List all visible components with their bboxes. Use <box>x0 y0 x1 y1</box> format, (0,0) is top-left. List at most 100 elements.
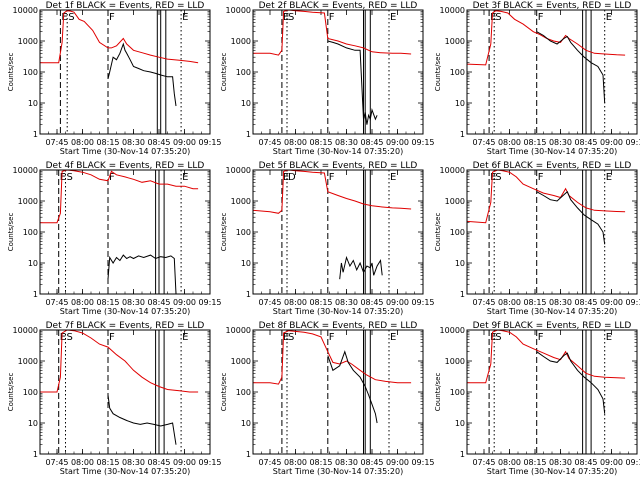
y-tick-label: 1 <box>246 290 251 299</box>
x-tick-label: 09:00 <box>600 298 623 307</box>
event-marker-label: F <box>109 332 115 343</box>
event-marker-label: E <box>606 172 612 183</box>
x-tick-label: 07:45 <box>258 138 281 147</box>
x-tick-label: 09:00 <box>173 458 196 467</box>
detector-panel-5: Det 5f BLACK = Events, RED = LLD Counts/s… <box>220 161 435 316</box>
x-tick-label: 08:30 <box>335 298 358 307</box>
plot-frame <box>252 329 424 455</box>
panel-title: Det 2f BLACK = Events, RED = LLD <box>259 1 418 11</box>
y-tick-label: 1000 <box>18 357 38 366</box>
x-tick-label: 08:30 <box>335 458 358 467</box>
y-tick-label: 100 <box>23 228 38 237</box>
y-tick-label: 10 <box>241 419 251 428</box>
y-tick-label: 1000 <box>231 357 251 366</box>
plot-frame <box>39 169 211 295</box>
x-axis-label: Start Time (30-Nov-14 07:35:20) <box>273 147 403 156</box>
y-tick-label: 10000 <box>440 6 465 15</box>
x-tick-label: 09:15 <box>625 138 640 147</box>
y-axis-label: Counts/sec <box>7 373 15 412</box>
detector-panel-9: Det 9f BLACK = Events, RED = LLD Counts/s… <box>434 321 640 476</box>
plot-frame <box>252 9 424 135</box>
detector-panel-6: Det 6f BLACK = Events, RED = LLD Counts/s… <box>434 161 640 316</box>
y-tick-label: 1000 <box>231 37 251 46</box>
y-tick-label: 100 <box>450 228 465 237</box>
x-tick-label: 08:30 <box>549 138 572 147</box>
y-tick-label: 10 <box>28 99 38 108</box>
y-tick-label: 10000 <box>440 166 465 175</box>
event-marker-label: E <box>61 12 67 23</box>
event-marker-label: F <box>329 172 335 183</box>
event-marker-label: F <box>538 332 544 343</box>
detector-panel-1: Det 1f BLACK = Events, RED = LLD Counts/s… <box>7 1 222 156</box>
x-tick-label: 08:45 <box>574 138 597 147</box>
detector-panel-8: Det 8f BLACK = Events, RED = LLD Counts/s… <box>220 321 435 476</box>
event-marker-label: E <box>60 172 66 183</box>
y-tick-label: 1000 <box>231 197 251 206</box>
y-tick-label: 1000 <box>445 357 465 366</box>
event-marker-label: E <box>182 332 188 343</box>
event-marker-label: E <box>283 332 289 343</box>
series-events-line <box>107 42 177 107</box>
y-axis-label: Counts/sec <box>434 373 442 412</box>
y-axis-label: Counts/sec <box>220 213 228 252</box>
series-lld-line <box>467 170 626 224</box>
x-tick-label: 08:15 <box>523 138 546 147</box>
x-tick-label: 08:45 <box>574 458 597 467</box>
y-axis-label: Counts/sec <box>7 53 15 92</box>
x-tick-label: 08:15 <box>523 298 546 307</box>
series-lld-line <box>467 330 626 384</box>
y-tick-label: 10 <box>241 99 251 108</box>
y-tick-label: 1 <box>246 450 251 459</box>
y-tick-label: 1000 <box>18 197 38 206</box>
x-tick-label: 09:00 <box>386 138 409 147</box>
series-lld-line <box>253 10 412 56</box>
x-tick-label: 07:45 <box>472 138 495 147</box>
series-lld-line <box>40 10 199 64</box>
y-tick-label: 1 <box>33 450 38 459</box>
event-marker-label: E <box>283 172 289 183</box>
y-tick-label: 10 <box>28 419 38 428</box>
event-marker-label: E <box>390 172 396 183</box>
y-tick-label: 10000 <box>226 326 251 335</box>
series-lld-line <box>253 170 412 214</box>
panel-title: Det 5f BLACK = Events, RED = LLD <box>259 161 418 171</box>
plot-frame <box>466 169 638 295</box>
event-marker-label: S <box>67 332 73 343</box>
y-tick-label: 10000 <box>440 326 465 335</box>
x-tick-label: 08:15 <box>309 298 332 307</box>
x-axis-label: Start Time (30-Nov-14 07:35:20) <box>60 467 190 476</box>
plot-frame <box>466 329 638 455</box>
y-tick-label: 1 <box>246 130 251 139</box>
plot-frame <box>466 9 638 135</box>
event-marker-label: S <box>67 172 73 183</box>
x-tick-label: 08:15 <box>309 138 332 147</box>
x-tick-label: 08:00 <box>498 298 521 307</box>
event-marker-label: F <box>538 172 544 183</box>
event-marker-label: F <box>329 332 335 343</box>
event-marker-label: D <box>288 172 296 183</box>
x-tick-label: 09:15 <box>625 298 640 307</box>
x-tick-label: 08:45 <box>147 458 170 467</box>
detector-panel-3: Det 3f BLACK = Events, RED = LLD Counts/s… <box>434 1 640 156</box>
x-tick-label: 08:45 <box>147 138 170 147</box>
panel-title: Det 6f BLACK = Events, RED = LLD <box>473 161 632 171</box>
series-events-line <box>327 350 378 424</box>
y-axis-label: Counts/sec <box>220 53 228 92</box>
y-tick-label: 10000 <box>13 326 38 335</box>
series-lld-line <box>40 170 199 224</box>
x-axis-label: Start Time (30-Nov-14 07:35:20) <box>273 467 403 476</box>
x-tick-label: 07:45 <box>45 458 68 467</box>
series-events-line <box>339 255 383 280</box>
x-tick-label: 08:15 <box>96 458 119 467</box>
y-axis-label: Counts/sec <box>434 213 442 252</box>
x-tick-label: 08:45 <box>360 458 383 467</box>
x-tick-label: 09:00 <box>386 458 409 467</box>
x-tick-label: 08:30 <box>122 298 145 307</box>
x-axis-label: Start Time (30-Nov-14 07:35:20) <box>487 467 617 476</box>
x-tick-label: 07:45 <box>45 138 68 147</box>
event-marker-label: E <box>490 12 496 23</box>
x-tick-label: 09:00 <box>386 298 409 307</box>
x-tick-label: 08:45 <box>360 298 383 307</box>
panel-title: Det 7f BLACK = Events, RED = LLD <box>46 321 205 331</box>
panel-title: Det 9f BLACK = Events, RED = LLD <box>473 321 632 331</box>
